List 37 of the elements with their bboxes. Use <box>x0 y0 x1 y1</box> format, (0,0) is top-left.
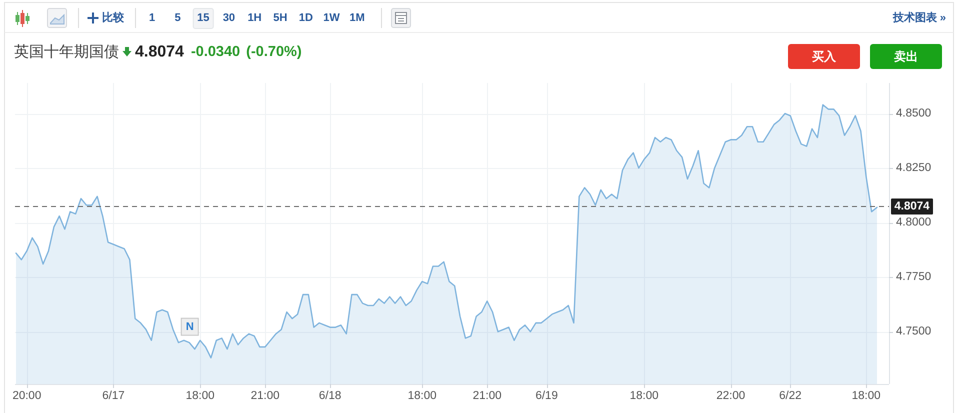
y-tick-label: 4.8500 <box>896 108 932 120</box>
y-tick-label: 4.7500 <box>896 326 932 338</box>
ref-line-label: 4.8074 <box>894 200 930 212</box>
flag: N <box>180 318 199 336</box>
text: 1D <box>298 12 313 24</box>
x-tick-label: 18:00 <box>630 390 659 402</box>
x-tick-label: 21:00 <box>250 390 280 402</box>
x-tick-label: 6/22 <box>779 390 802 402</box>
x-tick-label: 18:00 <box>852 390 881 402</box>
x-tick-label: 21:00 <box>472 390 502 402</box>
button: 卖出 <box>870 44 942 69</box>
x-tick-label: 20:00 <box>12 390 42 402</box>
x-tick-label: 18:00 <box>186 390 215 402</box>
text: 1 <box>148 12 156 24</box>
text: 5H <box>273 12 288 24</box>
button: 买入 <box>788 44 860 69</box>
text: 30 <box>222 12 236 24</box>
chart-title: 英国十年期国债 <box>14 44 119 60</box>
y-tick-label: 4.8250 <box>896 162 932 174</box>
x-tick-label: 18:00 <box>408 390 437 402</box>
text: 5 <box>174 12 181 24</box>
y-tick-label: 4.7750 <box>896 271 932 284</box>
text: 技术图表 » <box>892 11 946 24</box>
chart-subtitle: 4.8074 <box>135 44 184 60</box>
x-tick-label: 6/19 <box>535 390 558 402</box>
text: 1H <box>248 12 262 24</box>
text: 比较 <box>102 11 125 24</box>
annotation: N <box>186 320 194 333</box>
text: 1M <box>350 12 365 24</box>
y-tick-label: 4.8000 <box>896 216 932 229</box>
x-tick-label: 22:00 <box>716 390 746 402</box>
text: 1W <box>323 12 340 24</box>
x-tick-label: 6/18 <box>318 390 342 402</box>
text: 15 <box>197 12 210 24</box>
text: (-0.70%) <box>246 44 302 60</box>
text: -0.0340 <box>190 44 240 60</box>
x-tick-label: 6/17 <box>102 390 125 402</box>
